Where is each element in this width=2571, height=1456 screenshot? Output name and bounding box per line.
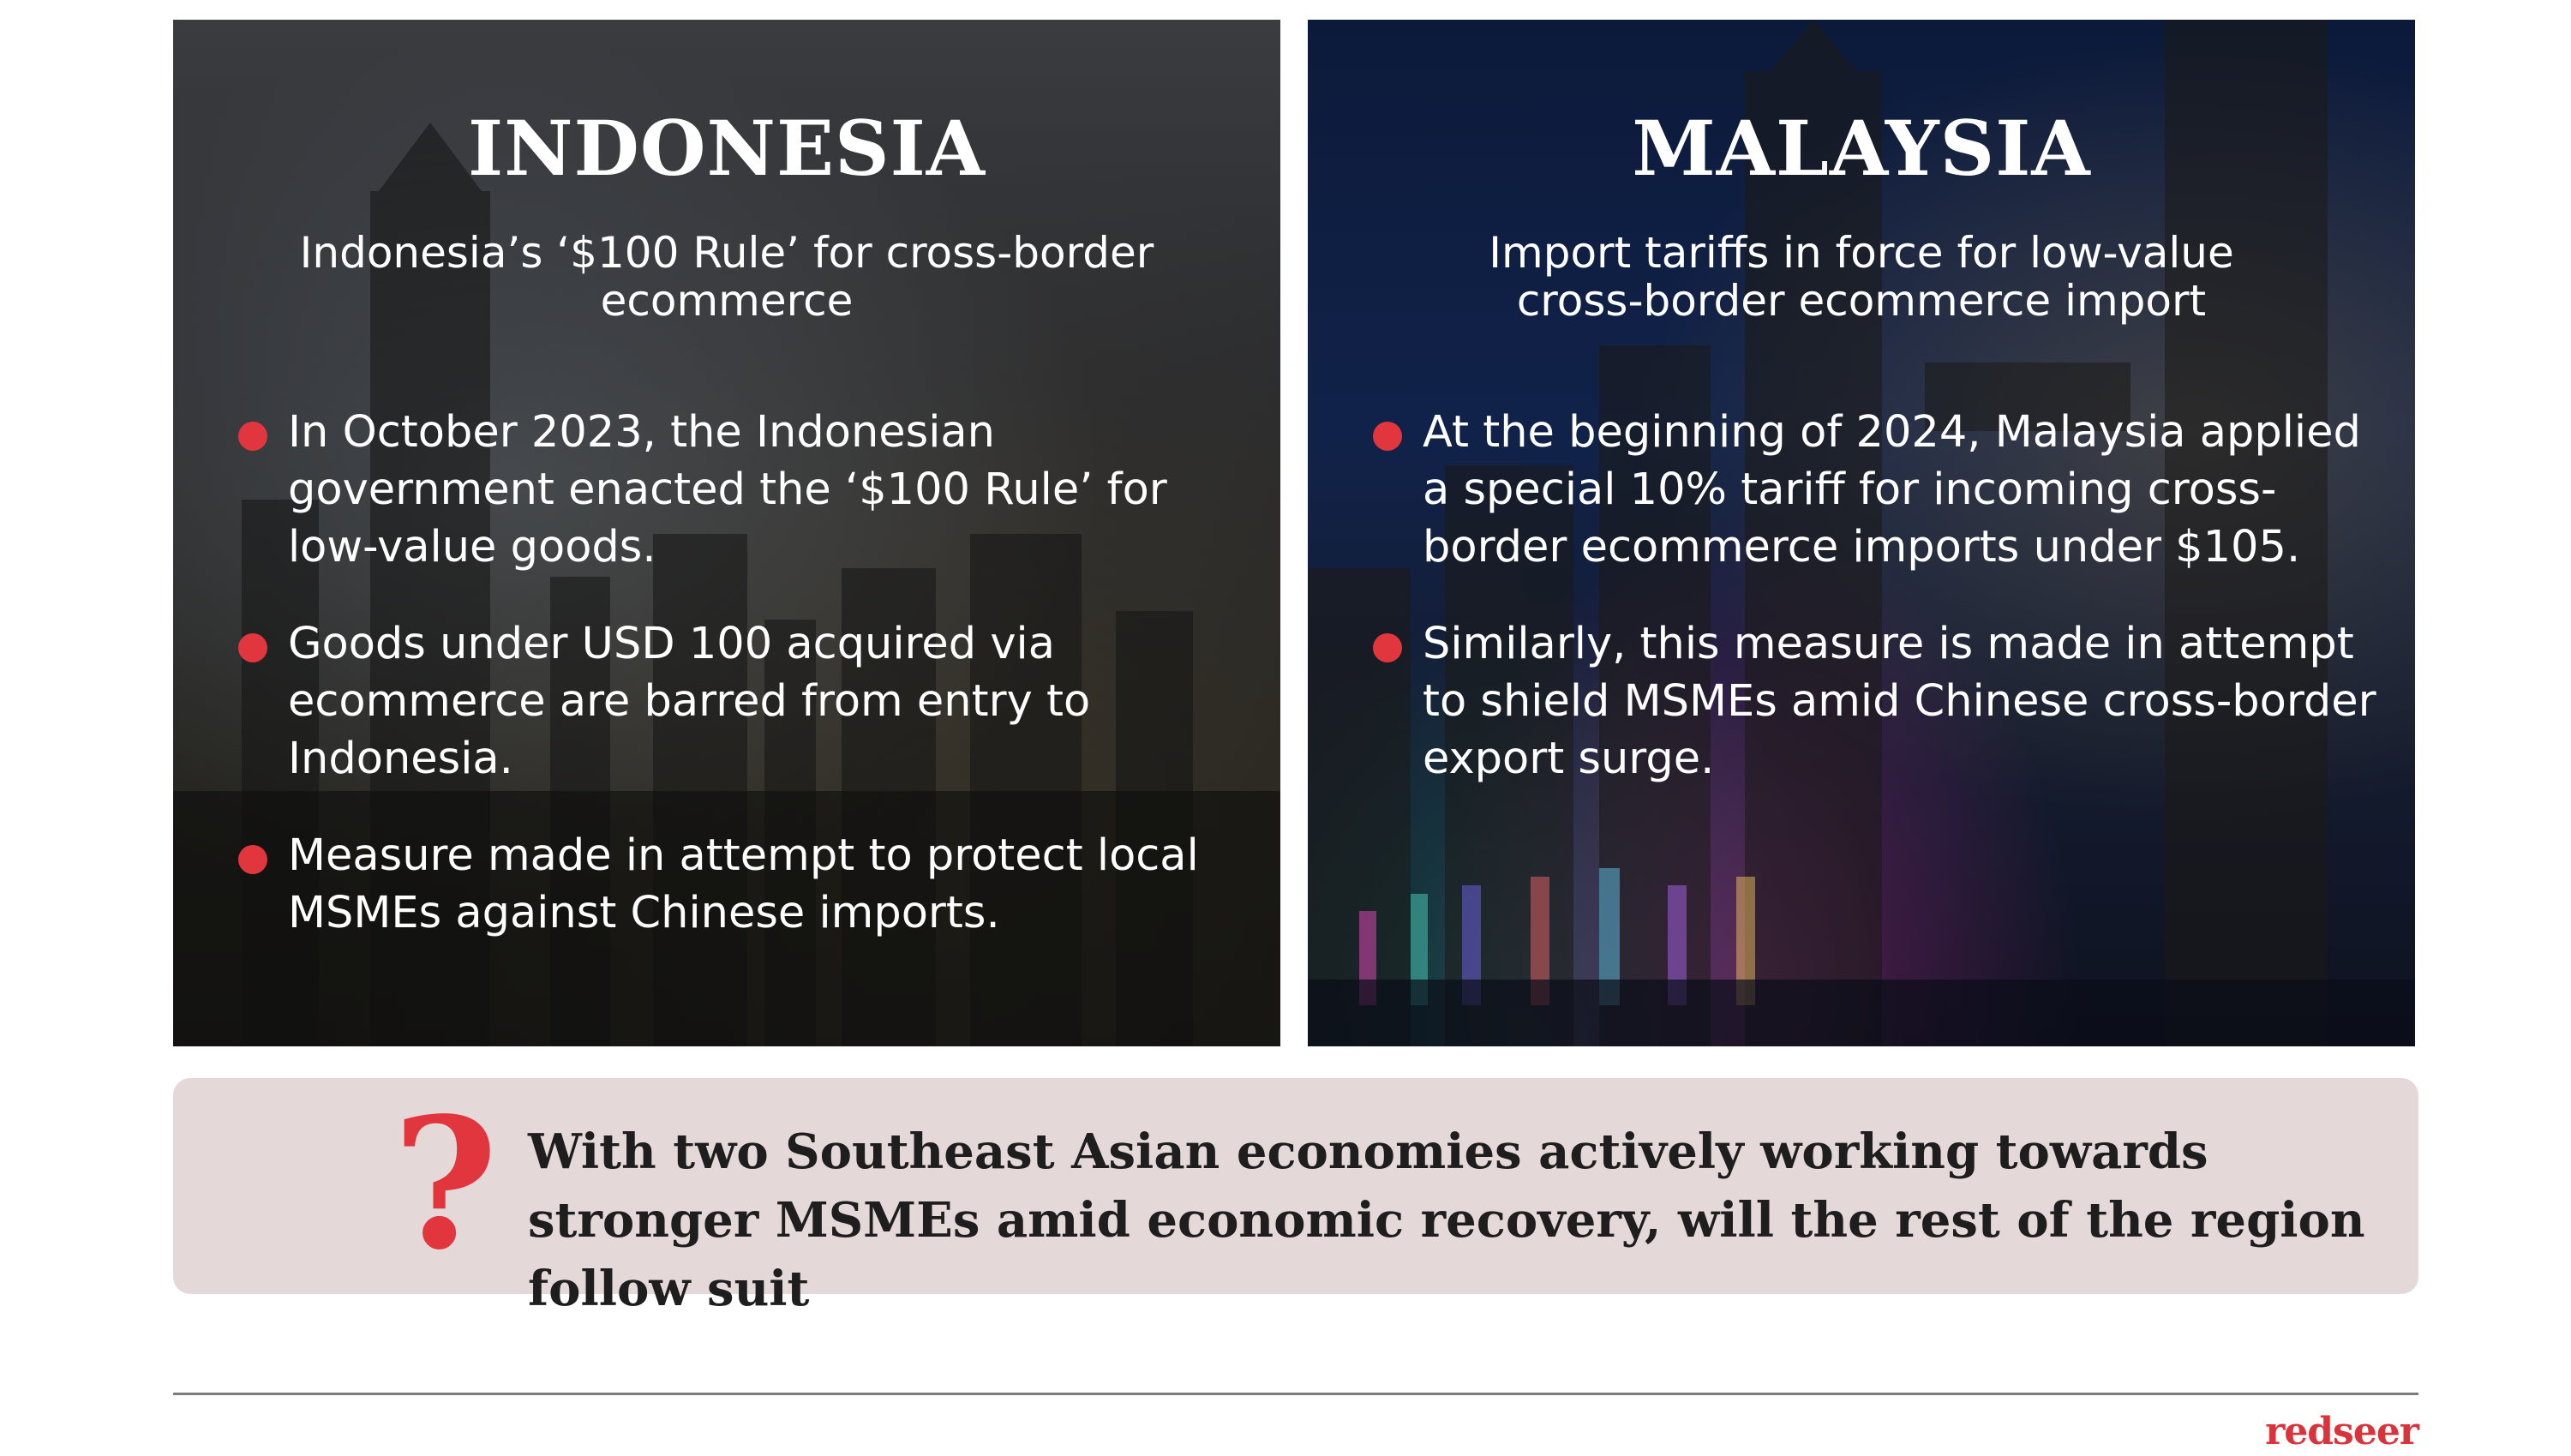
red-dot-icon	[238, 633, 267, 662]
jakarta-skyline-image	[173, 123, 1280, 1046]
red-dot-icon	[238, 845, 267, 874]
question-callout: ? With two Southeast Asian economies act…	[173, 1078, 2418, 1317]
malaysia-bullet-list: At the beginning of 2024, Malaysia appli…	[1373, 404, 2393, 827]
malaysia-panel: MALAYSIA Import tariffs in force for low…	[1308, 20, 2415, 1046]
kuala-lumpur-skyline-image	[1308, 20, 2415, 1046]
callout-text: With two Southeast Asian economies activ…	[528, 1123, 2365, 1317]
malaysia-bullet-2: Similarly, this measure is made in attem…	[1373, 615, 2393, 788]
indonesia-bullet-1-text: In October 2023, the Indonesian governme…	[288, 407, 1167, 572]
redseer-logo: redseer	[2265, 1410, 2419, 1453]
malaysia-bullet-1-text: At the beginning of 2024, Malaysia appli…	[1423, 407, 2361, 572]
indonesia-bullet-2: Goods under USD 100 acquired via ecommer…	[238, 615, 1258, 788]
malaysia-bullet-1: At the beginning of 2024, Malaysia appli…	[1373, 404, 2393, 576]
indonesia-subtitle: Indonesia’s ‘$100 Rule’ for cross-border…	[299, 228, 1154, 326]
malaysia-bullet-2-text: Similarly, this measure is made in attem…	[1423, 619, 2376, 784]
malaysia-title: MALAYSIA	[1632, 104, 2091, 193]
indonesia-bullet-1: In October 2023, the Indonesian governme…	[238, 404, 1258, 576]
indonesia-bullet-3: Measure made in attempt to protect local…	[238, 827, 1258, 942]
indonesia-title: INDONESIA	[467, 104, 986, 193]
indonesia-panel: INDONESIA Indonesia’s ‘$100 Rule’ for cr…	[173, 20, 1280, 1046]
red-dot-icon	[1373, 422, 1402, 451]
indonesia-bullet-2-text: Goods under USD 100 acquired via ecommer…	[288, 619, 1091, 784]
red-dot-icon	[1373, 633, 1402, 662]
question-mark-icon: ?	[393, 1078, 499, 1290]
indonesia-bullet-3-text: Measure made in attempt to protect local…	[288, 830, 1199, 938]
malaysia-subtitle: Import tariffs in force for low-value cr…	[1489, 228, 2234, 326]
footer-divider	[173, 1393, 2418, 1395]
indonesia-bullet-list: In October 2023, the Indonesian governme…	[238, 404, 1258, 981]
red-dot-icon	[238, 422, 267, 451]
